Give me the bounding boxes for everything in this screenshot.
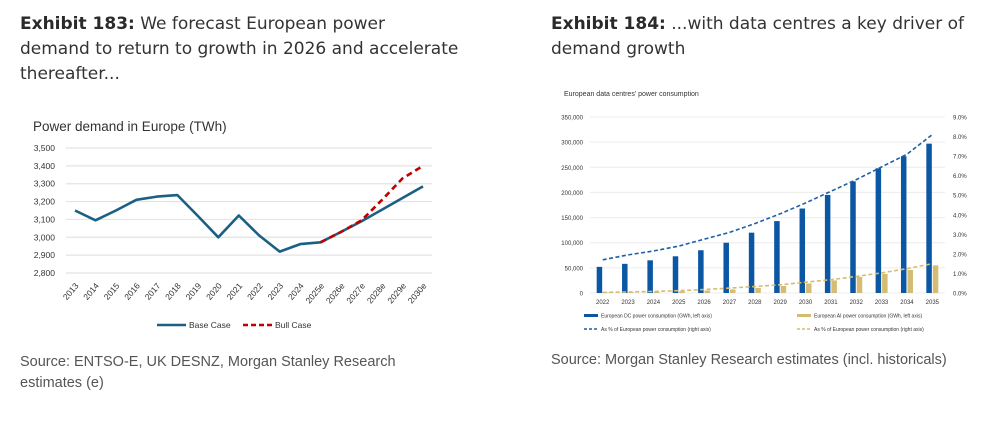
chart1-title: Power demand in Europe (TWh) bbox=[33, 119, 227, 134]
bar-dc bbox=[900, 156, 907, 293]
exhibit-183-source: Source: ENTSO-E, UK DESNZ, Morgan Stanle… bbox=[20, 354, 396, 391]
y-tick-label: 0 bbox=[580, 292, 584, 298]
exhibit-184-title: Exhibit 184: ...with data centres a key … bbox=[551, 12, 981, 62]
x-tick-label: 2027 bbox=[723, 300, 737, 306]
x-tick-label: 2028 bbox=[748, 300, 762, 306]
y2-tick-label: 9.0% bbox=[953, 116, 967, 122]
bar-ai bbox=[679, 291, 685, 293]
x-tick-label: 2033 bbox=[875, 300, 889, 306]
line-dc-share bbox=[602, 133, 933, 261]
legend-swatch-dc bbox=[584, 314, 598, 317]
y2-tick-label: 7.0% bbox=[953, 155, 967, 161]
exhibit-183-title: Exhibit 183: We forecast European power … bbox=[20, 12, 460, 87]
legend-label-ai-share: As % of European power consumption (righ… bbox=[814, 327, 924, 333]
y-tick-label: 3,300 bbox=[34, 179, 56, 189]
y-tick-label: 3,400 bbox=[34, 161, 56, 171]
x-tick-label: 2029 bbox=[773, 300, 787, 306]
y-tick-label: 50,000 bbox=[565, 266, 584, 272]
bar-dc bbox=[799, 208, 806, 293]
line-ai-share bbox=[602, 262, 933, 294]
x-tick-label: 2030 bbox=[799, 300, 813, 306]
exhibit-183-caption: We forecast European power demand to ret… bbox=[20, 14, 459, 84]
y2-tick-label: 3.0% bbox=[953, 233, 967, 239]
y-tick-label: 3,000 bbox=[34, 232, 56, 242]
bar-dc bbox=[622, 263, 628, 293]
legend-label-bull-case: Bull Case bbox=[275, 320, 312, 330]
x-tick-label: 2034 bbox=[900, 300, 914, 306]
y-tick-label: 250,000 bbox=[561, 166, 583, 172]
y2-tick-label: 8.0% bbox=[953, 135, 967, 141]
bar-ai bbox=[653, 291, 660, 293]
bar-ai bbox=[831, 280, 837, 293]
y2-tick-label: 1.0% bbox=[953, 272, 967, 278]
exhibit-184-label: Exhibit 184: bbox=[551, 14, 666, 34]
bar-dc bbox=[596, 266, 603, 293]
chart2-title: European data centres' power consumption bbox=[564, 91, 699, 98]
legend-label-dc: European DC power consumption (GWh, left… bbox=[601, 314, 712, 320]
bar-dc bbox=[748, 232, 755, 293]
bar-dc bbox=[672, 256, 679, 293]
y-tick-label: 300,000 bbox=[561, 141, 583, 147]
bar-ai bbox=[755, 287, 761, 293]
bar-ai bbox=[780, 285, 787, 293]
y2-tick-label: 4.0% bbox=[953, 213, 967, 219]
x-tick-label: 2026 bbox=[697, 300, 711, 306]
y-tick-label: 3,100 bbox=[34, 214, 56, 224]
y-tick-label: 350,000 bbox=[561, 116, 583, 122]
bar-ai bbox=[932, 265, 939, 293]
x-tick-label: 2035 bbox=[926, 300, 940, 306]
bar-dc bbox=[774, 221, 780, 293]
y-tick-label: 3,200 bbox=[34, 197, 56, 207]
series-line-base-case bbox=[74, 185, 424, 253]
bar-ai bbox=[806, 283, 812, 293]
bar-dc bbox=[926, 143, 932, 293]
bar-dc bbox=[824, 194, 831, 293]
legend-label-dc-share: As % of European power consumption (righ… bbox=[601, 327, 711, 333]
bar-dc bbox=[723, 242, 729, 293]
y2-tick-label: 0.0% bbox=[953, 292, 967, 298]
bar-dc bbox=[875, 168, 882, 293]
legend-label-base-case: Base Case bbox=[189, 320, 231, 330]
exhibit-183-label: Exhibit 183: bbox=[20, 14, 135, 34]
y-tick-label: 3,500 bbox=[34, 143, 56, 153]
y-tick-label: 100,000 bbox=[561, 241, 583, 247]
x-tick-label: 2023 bbox=[621, 300, 635, 306]
exhibit-184-source: Source: Morgan Stanley Research estimate… bbox=[551, 352, 947, 368]
x-tick-label: 2022 bbox=[596, 300, 610, 306]
series-line-bull-case bbox=[320, 164, 424, 244]
bar-ai bbox=[704, 290, 711, 293]
bar-ai bbox=[907, 269, 913, 293]
exhibit-184-caption: ...with data centres a key driver of dem… bbox=[551, 14, 964, 59]
x-tick-label: 2024 bbox=[647, 300, 661, 306]
y-tick-label: 2,900 bbox=[34, 250, 56, 260]
x-tick-label: 2031 bbox=[824, 300, 838, 306]
bar-ai bbox=[856, 276, 863, 293]
x-tick-label: 2032 bbox=[850, 300, 864, 306]
legend-swatch-ai bbox=[797, 314, 811, 317]
y2-tick-label: 5.0% bbox=[953, 194, 967, 200]
bar-dc bbox=[698, 250, 704, 293]
x-tick-label: 2025 bbox=[672, 300, 686, 306]
legend-label-ai: European AI power consumption (GWh, left… bbox=[814, 314, 922, 320]
y-tick-label: 150,000 bbox=[561, 216, 583, 222]
y2-tick-label: 2.0% bbox=[953, 252, 967, 258]
bar-dc bbox=[647, 260, 653, 293]
bar-dc bbox=[850, 181, 856, 293]
y2-tick-label: 6.0% bbox=[953, 174, 967, 180]
y-tick-label: 2,800 bbox=[34, 268, 56, 278]
bar-ai bbox=[882, 273, 888, 293]
y-tick-label: 200,000 bbox=[561, 191, 583, 197]
bar-ai bbox=[729, 289, 736, 293]
